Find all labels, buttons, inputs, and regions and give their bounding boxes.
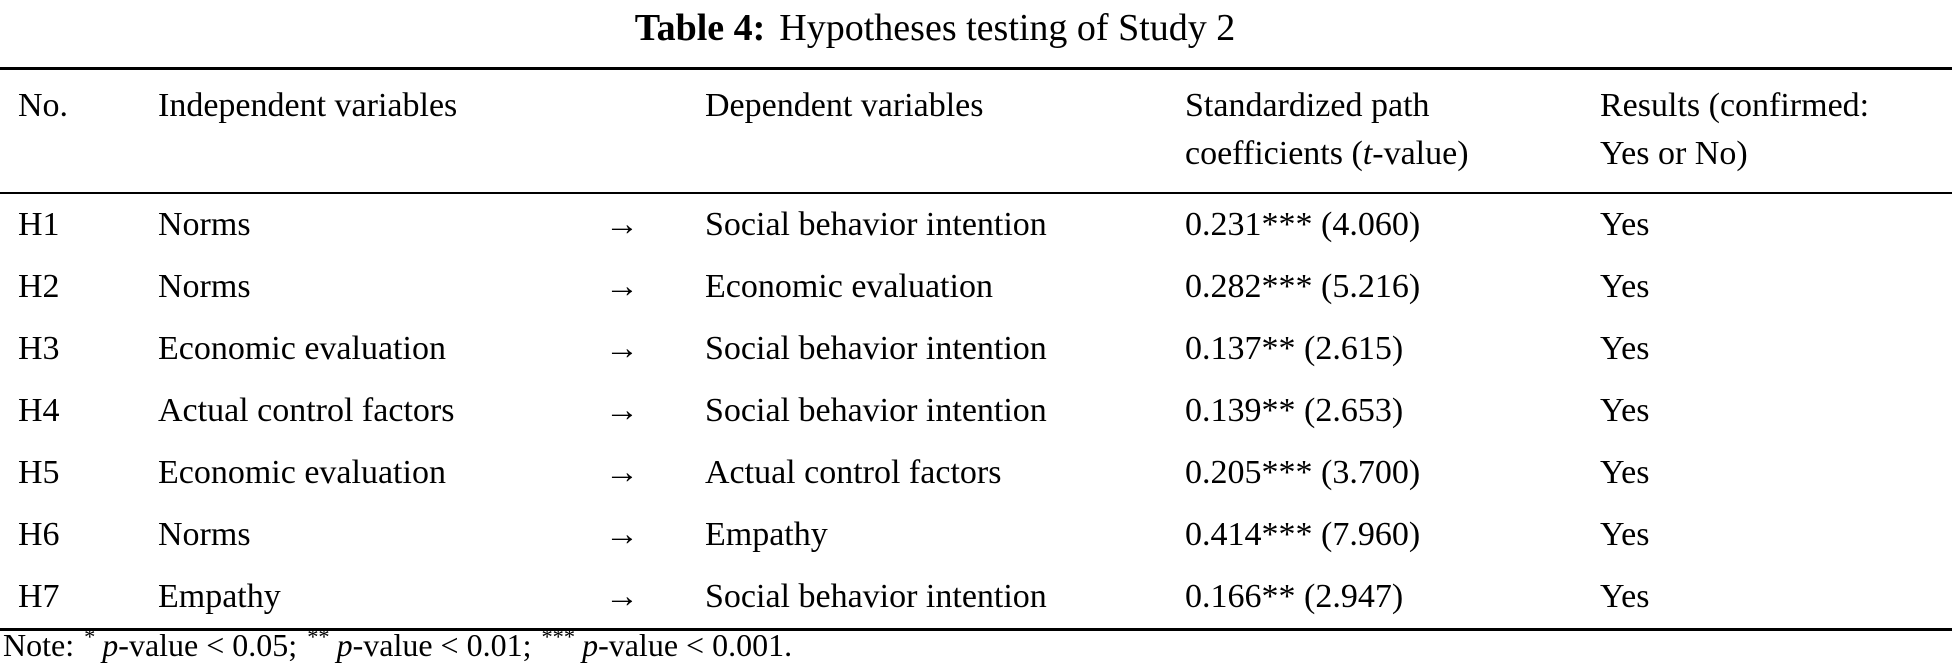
cell-result: Yes: [1600, 268, 1650, 305]
arrow-icon: →: [605, 454, 639, 491]
table-row: H7 Empathy → Social behavior intention 0…: [0, 566, 1952, 630]
cell-coefficient: 0.137** (2.615): [1185, 330, 1404, 367]
cell-no: H2: [18, 268, 60, 305]
col-header-independent: Independent variables: [155, 68, 605, 194]
significance-stars: ***: [541, 624, 576, 650]
cell-coefficient: 0.231*** (4.060): [1185, 206, 1421, 243]
footnote-label: Note:: [3, 627, 75, 663]
cell-independent-variable: Empathy: [158, 578, 281, 615]
table-row: H4 Actual control factors → Social behav…: [0, 380, 1952, 442]
significance-stars: *: [84, 624, 96, 650]
cell-no: H3: [18, 330, 60, 367]
col-header-coefficients-line2: coefficients (t-value): [1185, 135, 1469, 172]
significance-stars: **: [307, 624, 330, 650]
col-header-arrow-spacer: [605, 68, 705, 194]
cell-coefficient: 0.414*** (7.960): [1185, 516, 1421, 553]
cell-result: Yes: [1600, 454, 1650, 491]
table-footnote: Note: * p-value < 0.05; ** p-value < 0.01; **…: [3, 624, 793, 664]
col-header-coefficients-line1: Standardized path: [1185, 87, 1430, 124]
cell-dependent-variable: Economic evaluation: [705, 268, 993, 305]
cell-no: H4: [18, 392, 60, 429]
col-header-coefficients: Standardized path coefficients (t-value): [1185, 68, 1600, 194]
cell-result: Yes: [1600, 392, 1650, 429]
col-header-no: No.: [0, 68, 155, 194]
table-caption: Table 4: Hypotheses testing of Study 2: [0, 6, 1870, 50]
col-header-results: Results (confirmed: Yes or No): [1600, 68, 1952, 194]
cell-independent-variable: Economic evaluation: [158, 454, 446, 491]
cell-no: H6: [18, 516, 60, 553]
cell-result: Yes: [1600, 206, 1650, 243]
cell-independent-variable: Actual control factors: [158, 392, 455, 429]
arrow-icon: →: [605, 516, 639, 553]
cell-independent-variable: Economic evaluation: [158, 330, 446, 367]
table-row: H1 Norms → Social behavior intention 0.2…: [0, 193, 1952, 256]
table-row: H3 Economic evaluation → Social behavior…: [0, 318, 1952, 380]
cell-dependent-variable: Social behavior intention: [705, 578, 1047, 615]
col-header-dependent: Dependent variables: [705, 68, 1185, 194]
table-caption-text: Hypotheses testing of Study 2: [779, 7, 1236, 49]
arrow-icon: →: [605, 330, 639, 367]
cell-independent-variable: Norms: [158, 516, 251, 553]
cell-coefficient: 0.166** (2.947): [1185, 578, 1404, 615]
cell-independent-variable: Norms: [158, 206, 251, 243]
cell-no: H7: [18, 578, 60, 615]
cell-coefficient: 0.139** (2.653): [1185, 392, 1404, 429]
col-header-results-line2: Yes or No): [1600, 135, 1748, 172]
arrow-icon: →: [605, 392, 639, 429]
cell-no: H5: [18, 454, 60, 491]
table-row: H6 Norms → Empathy 0.414*** (7.960) Yes: [0, 504, 1952, 566]
cell-dependent-variable: Social behavior intention: [705, 392, 1047, 429]
hypotheses-table: No. Independent variables Dependent vari…: [0, 67, 1952, 631]
cell-no: H1: [18, 206, 60, 243]
arrow-icon: →: [605, 578, 639, 615]
cell-dependent-variable: Social behavior intention: [705, 330, 1047, 367]
footnote-segment: * p-value < 0.05;: [84, 624, 298, 663]
cell-dependent-variable: Actual control factors: [705, 454, 1002, 491]
cell-coefficient: 0.282*** (5.216): [1185, 268, 1421, 305]
cell-dependent-variable: Empathy: [705, 516, 828, 553]
cell-dependent-variable: Social behavior intention: [705, 206, 1047, 243]
table-row: H5 Economic evaluation → Actual control …: [0, 442, 1952, 504]
header-row: No. Independent variables Dependent vari…: [0, 68, 1952, 194]
cell-result: Yes: [1600, 516, 1650, 553]
cell-independent-variable: Norms: [158, 268, 251, 305]
table-caption-label: Table 4:: [634, 7, 766, 49]
cell-coefficient: 0.205*** (3.700): [1185, 454, 1421, 491]
footnote-segment: ** p-value < 0.01;: [307, 624, 532, 663]
arrow-icon: →: [605, 206, 639, 243]
cell-result: Yes: [1600, 330, 1650, 367]
col-header-results-line1: Results (confirmed:: [1600, 87, 1870, 124]
footnote-segment: *** p-value < 0.001.: [541, 624, 793, 663]
table-body: H1 Norms → Social behavior intention 0.2…: [0, 193, 1952, 630]
cell-result: Yes: [1600, 578, 1650, 615]
t-value-italic: t: [1362, 135, 1373, 172]
table-row: H2 Norms → Economic evaluation 0.282*** …: [0, 256, 1952, 318]
arrow-icon: →: [605, 268, 639, 305]
table-header: No. Independent variables Dependent vari…: [0, 68, 1952, 194]
